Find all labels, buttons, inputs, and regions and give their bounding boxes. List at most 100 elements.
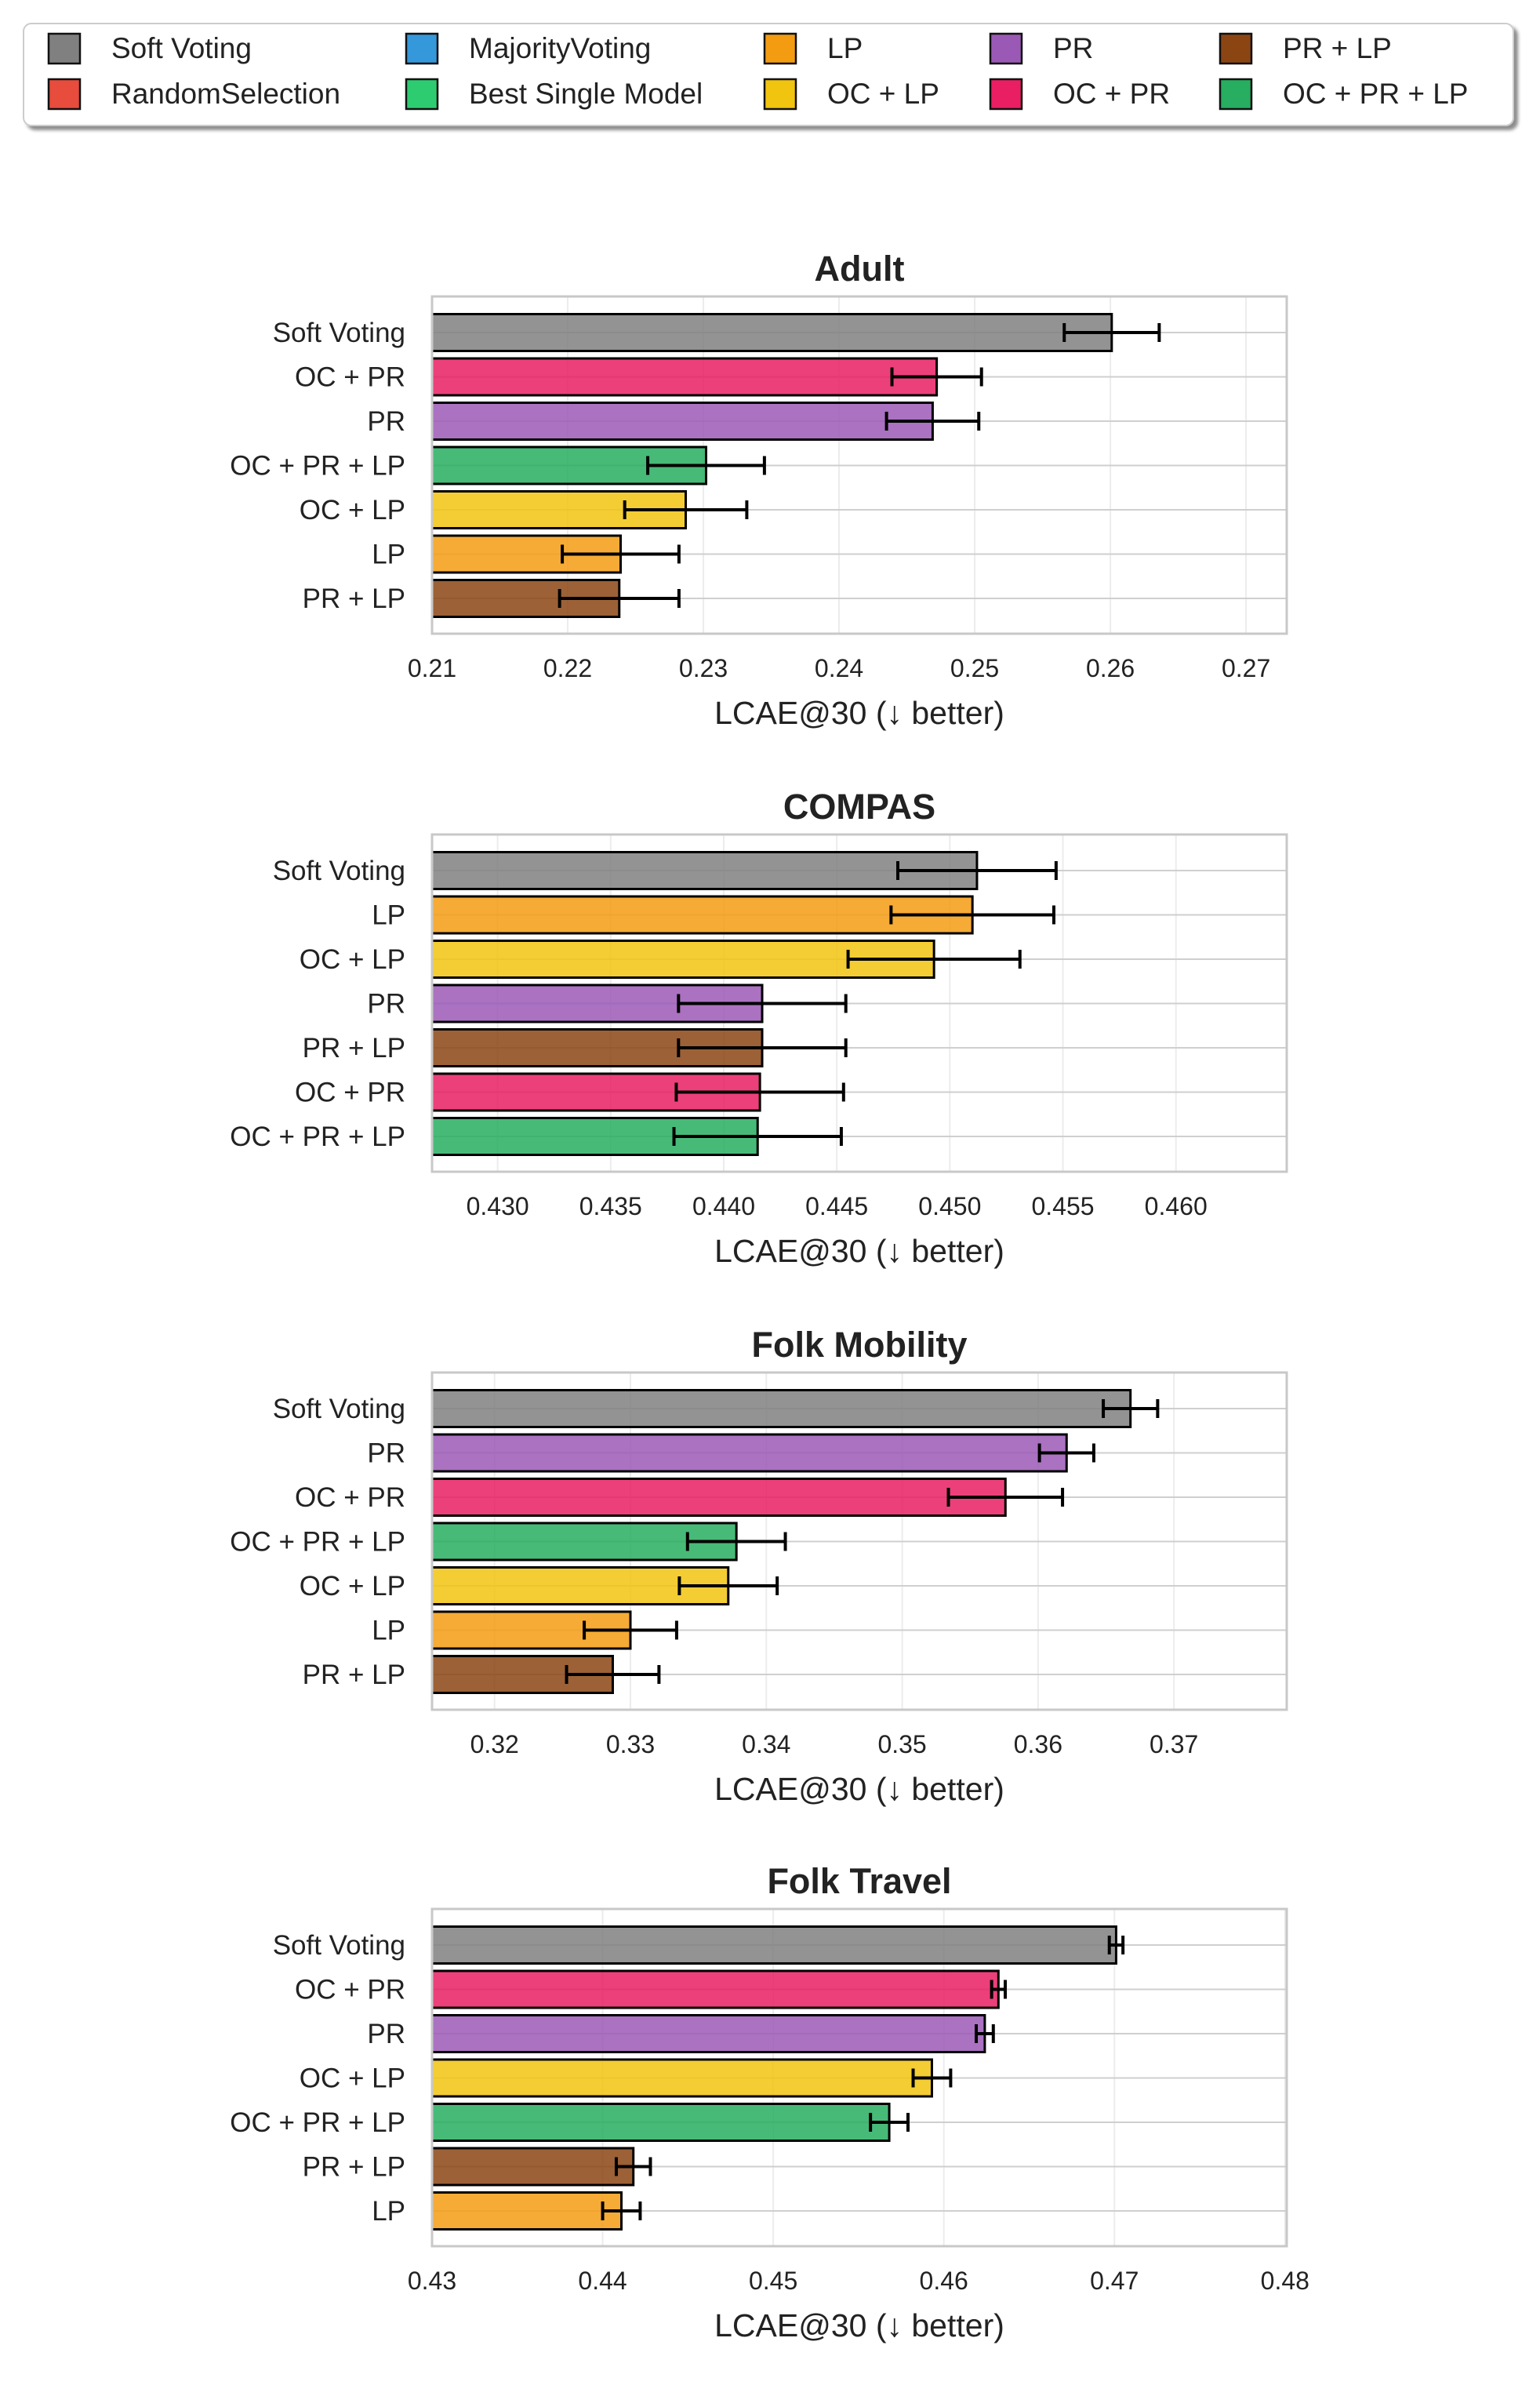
- x-tick-label: 0.44: [578, 2267, 627, 2295]
- panel-folk-mobility: Folk Mobility 0.32 0.33 0.34 0.35 0.36 0.37 Sof…: [230, 1325, 1288, 1807]
- bar-lp: [430, 2191, 623, 2231]
- legend-label-oc-pr: OC + PR: [1053, 78, 1170, 110]
- y-tick-label: OC + PR + LP: [230, 451, 405, 482]
- y-tick-label: OC + PR: [295, 362, 405, 393]
- legend-swatch-oc-pr: [989, 78, 1023, 111]
- chart-title: COMPAS: [783, 787, 935, 827]
- bar-oc-pr: [430, 357, 939, 397]
- y-tick-label: OC + LP: [300, 2063, 405, 2094]
- x-tick-label: 0.34: [742, 1730, 790, 1758]
- chart-panels: Adult 0.21 0.22 0.23 0.24 0.25 0.26 0.27 Soft Vo…: [230, 249, 1309, 2343]
- x-tick-label: 0.21: [408, 654, 456, 682]
- x-tick-label: 0.24: [815, 654, 863, 682]
- plot-frame: [430, 1371, 1288, 1711]
- y-tick-label: OC + LP: [300, 495, 405, 525]
- x-tick-label: 0.36: [1014, 1730, 1062, 1758]
- bar-oc-pr: [430, 1478, 1007, 1517]
- x-axis-label: LCAE@30 (↓ better): [714, 1771, 1004, 1807]
- x-tick-label: 0.460: [1145, 1192, 1208, 1220]
- panel-compas: COMPAS 0.430 0.435 0.440 0.445 0.450 0.455 0.46…: [230, 787, 1288, 1269]
- y-tick-label: Soft Voting: [273, 1930, 405, 1961]
- y-tick-label: LP: [372, 540, 405, 570]
- panel-adult: Adult 0.21 0.22 0.23 0.24 0.25 0.26 0.27 Soft Vo…: [230, 249, 1288, 731]
- y-tick-label: PR + LP: [303, 584, 405, 614]
- y-tick-label: OC + PR: [295, 1975, 405, 2005]
- legend-label-pr: PR: [1053, 32, 1093, 64]
- x-tick-label: 0.48: [1261, 2267, 1309, 2295]
- plot-frame: [430, 295, 1288, 635]
- bar-pr-lp: [430, 2147, 635, 2187]
- legend-label-oc-pr-lp: OC + PR + LP: [1283, 78, 1469, 110]
- bar-pr: [430, 402, 934, 441]
- x-tick-label: 0.430: [467, 1192, 529, 1220]
- bar-soft-voting: [430, 1389, 1132, 1428]
- x-tick-label: 0.33: [606, 1730, 655, 1758]
- y-tick-label: PR: [367, 989, 405, 1020]
- legend-label-soft-voting: Soft Voting: [111, 32, 252, 64]
- bar-oc-pr-lp: [430, 2103, 891, 2142]
- y-tick-label: Soft Voting: [273, 1394, 405, 1424]
- legend-label-oc-lp: OC + LP: [827, 78, 939, 110]
- bar-oc-pr: [430, 1969, 1000, 2009]
- x-tick-label: 0.32: [470, 1730, 519, 1758]
- legend-label-randomselection: RandomSelection: [111, 78, 340, 110]
- bar-pr: [430, 1433, 1068, 1473]
- y-tick-label: Soft Voting: [273, 318, 405, 348]
- legend-frame: [23, 23, 1514, 126]
- panel-folk-travel: Folk Travel 0.43 0.44 0.45 0.46 0.47 0.48 Soft …: [230, 1861, 1309, 2343]
- y-tick-label: PR: [367, 1438, 405, 1469]
- x-tick-label: 0.37: [1150, 1730, 1198, 1758]
- y-tick-label: PR: [367, 2019, 405, 2049]
- legend-swatch-majorityvoting: [405, 32, 439, 65]
- x-tick-label: 0.46: [920, 2267, 968, 2295]
- y-tick-label: Soft Voting: [273, 856, 405, 886]
- x-tick-label: 0.26: [1086, 654, 1135, 682]
- x-tick-label: 0.27: [1222, 654, 1270, 682]
- legend-swatch-randomselection: [47, 78, 82, 111]
- x-tick-label: 0.43: [408, 2267, 456, 2295]
- plot-frame: [430, 1907, 1288, 2248]
- bar-pr: [430, 2014, 986, 2053]
- x-tick-label: 0.47: [1090, 2267, 1139, 2295]
- legend-swatch-oc-pr-lp: [1219, 78, 1253, 111]
- y-tick-label: OC + PR: [295, 1482, 405, 1513]
- chart-title: Folk Mobility: [752, 1325, 968, 1365]
- legend: Soft Voting RandomSelection MajorityVoting…: [23, 23, 1514, 126]
- y-tick-label: OC + PR + LP: [230, 2107, 405, 2138]
- legend-swatch-soft-voting: [47, 32, 82, 65]
- y-tick-label: PR + LP: [303, 1660, 405, 1690]
- x-axis-label: LCAE@30 (↓ better): [714, 695, 1004, 731]
- x-tick-label: 0.445: [805, 1192, 868, 1220]
- legend-swatch-pr-lp: [1219, 32, 1253, 65]
- legend-label-best-single-model: Best Single Model: [469, 78, 703, 110]
- y-tick-label: OC + PR: [295, 1078, 405, 1108]
- legend-label-pr-lp: PR + LP: [1283, 32, 1392, 64]
- y-tick-label: PR + LP: [303, 2152, 405, 2183]
- x-tick-label: 0.440: [692, 1192, 755, 1220]
- bar-lp: [430, 895, 974, 935]
- bar-soft-voting: [430, 1925, 1117, 1965]
- x-tick-label: 0.435: [579, 1192, 642, 1220]
- bar-oc-lp: [430, 2058, 933, 2098]
- y-tick-label: OC + PR + LP: [230, 1122, 405, 1152]
- bar-soft-voting: [430, 851, 979, 890]
- plot-frame: [430, 833, 1288, 1173]
- chart-title: Folk Travel: [767, 1861, 951, 1901]
- legend-swatch-best-single-model: [405, 78, 439, 111]
- y-tick-label: OC + LP: [300, 1571, 405, 1602]
- y-tick-label: PR: [367, 406, 405, 437]
- x-tick-label: 0.22: [543, 654, 592, 682]
- x-tick-label: 0.455: [1031, 1192, 1094, 1220]
- legend-swatch-pr: [989, 32, 1023, 65]
- x-tick-label: 0.450: [918, 1192, 981, 1220]
- legend-swatch-oc-lp: [763, 78, 797, 111]
- y-tick-label: OC + PR + LP: [230, 1527, 405, 1558]
- x-axis-label: LCAE@30 (↓ better): [714, 1233, 1004, 1269]
- x-tick-label: 0.23: [679, 654, 728, 682]
- y-tick-label: PR + LP: [303, 1033, 405, 1063]
- y-tick-label: OC + LP: [300, 944, 405, 975]
- chart-title: Adult: [815, 249, 905, 289]
- y-tick-label: LP: [372, 2196, 405, 2227]
